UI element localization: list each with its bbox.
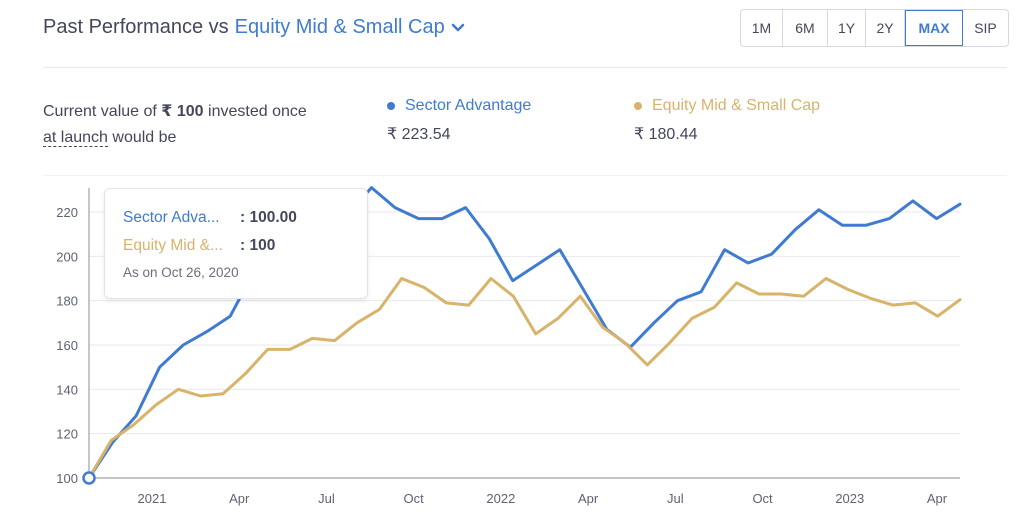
page-title: Past Performance vs Equity Mid & Small C… <box>43 16 465 39</box>
header-divider <box>43 67 1007 68</box>
tooltip-row-benchmark: Equity Mid &... : 100 <box>123 237 275 255</box>
chart-top-divider <box>43 175 1007 176</box>
x-tick-label: Jul <box>667 491 684 506</box>
tab-max[interactable]: MAX <box>905 10 963 46</box>
x-tick-label: Oct <box>752 491 773 506</box>
tooltip-row-fund: Sector Adva... : 100.00 <box>123 209 297 227</box>
tab-1y[interactable]: 1Y <box>828 10 866 46</box>
x-tick-label: Apr <box>229 491 250 506</box>
benchmark-dropdown-label: Equity Mid & Small Cap <box>234 16 445 38</box>
chevron-down-icon <box>451 23 464 31</box>
tooltip-value: : 100 <box>240 237 276 254</box>
tab-1m[interactable]: 1M <box>741 10 783 46</box>
tab-2y[interactable]: 2Y <box>866 10 905 46</box>
tooltip-name: Equity Mid &... <box>123 237 223 254</box>
summary-text-3: would be <box>112 129 177 146</box>
y-tick-label: 220 <box>56 205 78 220</box>
legend-name: Sector Advantage <box>405 97 532 114</box>
x-tick-label: 2021 <box>138 491 167 506</box>
investment-summary: Current value of ₹ 100 invested once at … <box>43 99 307 151</box>
legend-name: Equity Mid & Small Cap <box>652 97 821 114</box>
summary-text-2: invested once <box>208 103 307 120</box>
summary-text-1: Current value of <box>43 103 157 120</box>
legend-dot-icon <box>387 102 395 110</box>
series-line-sector-advantage <box>87 186 962 480</box>
y-tick-label: 140 <box>56 382 78 397</box>
at-launch-link[interactable]: at launch <box>43 129 108 147</box>
y-tick-label: 160 <box>56 338 78 353</box>
benchmark-dropdown[interactable]: Equity Mid & Small Cap <box>235 16 465 39</box>
legend-benchmark: Equity Mid & Small Cap ₹ 180.44 <box>634 97 820 144</box>
tooltip-name: Sector Adva... <box>123 209 220 226</box>
series-line-benchmark <box>87 277 962 480</box>
chart-tooltip: Sector Adva... : 100.00 Equity Mid &... … <box>104 188 368 299</box>
y-tick-label: 100 <box>56 471 78 486</box>
x-tick-label: Jul <box>318 491 335 506</box>
y-tick-label: 200 <box>56 249 78 264</box>
tab-6m[interactable]: 6M <box>783 10 828 46</box>
tab-sip[interactable]: SIP <box>974 20 997 36</box>
x-tick-label: Apr <box>578 491 599 506</box>
y-tick-label: 180 <box>56 294 78 309</box>
x-tick-label: 2022 <box>486 491 515 506</box>
title-prefix: Past Performance vs <box>43 16 229 38</box>
legend-sector-advantage: Sector Advantage ₹ 223.54 <box>387 97 531 144</box>
legend-value: ₹ 180.44 <box>634 126 698 143</box>
tooltip-date: As on Oct 26, 2020 <box>123 265 239 280</box>
x-tick-label: 2023 <box>835 491 864 506</box>
legend-dot-icon <box>634 102 642 110</box>
x-tick-label: Oct <box>404 491 425 506</box>
start-point-marker <box>82 471 96 485</box>
time-range-tabs: 1M 6M 1Y 2Y MAX SIP <box>740 9 1009 47</box>
summary-amount: ₹ 100 <box>161 103 204 120</box>
tooltip-value: : 100.00 <box>240 209 297 226</box>
y-tick-label: 120 <box>56 427 78 442</box>
x-tick-label: Apr <box>927 491 948 506</box>
legend-value: ₹ 223.54 <box>387 126 451 143</box>
